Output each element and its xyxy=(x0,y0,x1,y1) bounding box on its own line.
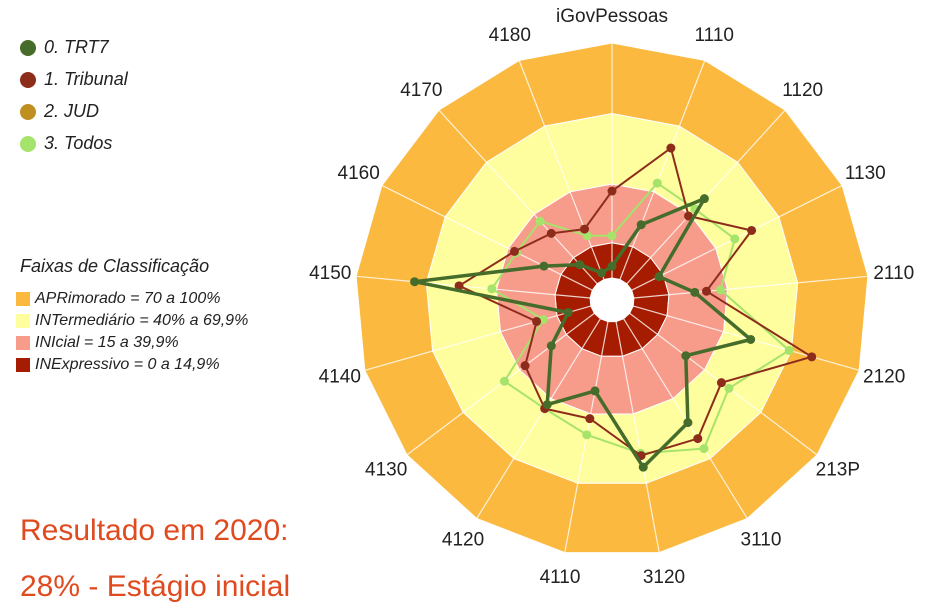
series-point xyxy=(542,400,552,410)
axis-label: 3110 xyxy=(741,530,782,551)
series-point xyxy=(607,261,617,271)
spoke xyxy=(476,318,601,519)
series-point xyxy=(487,284,497,294)
series-point xyxy=(580,224,590,234)
legend-label: 3. Todos xyxy=(44,133,112,153)
series-point xyxy=(636,220,646,230)
series-point xyxy=(699,444,709,454)
series-point xyxy=(652,178,662,188)
band-legend-marker xyxy=(16,314,30,328)
legend-marker xyxy=(20,104,36,120)
axis-label: 2110 xyxy=(873,263,914,284)
series-point xyxy=(690,287,700,297)
spoke xyxy=(406,312,595,456)
spoke xyxy=(356,275,591,299)
spoke xyxy=(438,109,598,285)
series-point xyxy=(520,361,530,371)
axis-label: 4150 xyxy=(309,263,351,284)
series-point xyxy=(654,272,664,282)
axis-label: 3120 xyxy=(643,567,685,588)
series-point xyxy=(585,414,595,424)
axis-label: 213P xyxy=(816,460,860,481)
series-point xyxy=(724,383,734,393)
band-legend-marker xyxy=(16,336,30,350)
series-point xyxy=(684,211,694,221)
annotation: 28% - Estágio inicial xyxy=(20,570,290,603)
legend-label: 0. TRT7 xyxy=(44,37,110,57)
spoke xyxy=(623,318,748,519)
series-line xyxy=(412,196,753,469)
series-point xyxy=(535,216,545,226)
series-point xyxy=(747,225,757,235)
spoke xyxy=(632,305,860,371)
spoke xyxy=(615,321,660,553)
band-legend-marker xyxy=(16,358,30,372)
series-point xyxy=(499,376,509,386)
series-point xyxy=(546,341,556,351)
axis-label: iGovPessoas xyxy=(556,6,668,27)
series-point xyxy=(607,231,617,241)
series-point xyxy=(590,386,600,396)
axis-label: 1130 xyxy=(845,163,886,184)
series-point xyxy=(638,462,648,472)
series-point xyxy=(715,285,725,295)
axis-label: 4120 xyxy=(442,530,484,551)
series-point xyxy=(683,418,693,428)
legend-label: 2. JUD xyxy=(43,101,99,121)
band-legend-marker xyxy=(16,292,30,306)
series-point xyxy=(666,143,676,153)
series-point xyxy=(546,228,556,238)
axis-label: 1120 xyxy=(782,80,823,101)
series-point xyxy=(807,352,817,362)
series-point xyxy=(410,277,420,287)
legend-marker xyxy=(20,40,36,56)
hole xyxy=(590,278,634,322)
axis-label: 4170 xyxy=(400,80,442,101)
series-point xyxy=(746,334,756,344)
annotation: Resultado em 2020: xyxy=(20,514,289,547)
bands-title: Faixas de Classificação xyxy=(20,256,209,276)
series-point xyxy=(716,378,726,388)
axis-label: 1110 xyxy=(695,25,734,46)
spoke xyxy=(381,184,593,291)
spoke xyxy=(633,275,868,299)
band-legend-label: INTermediário = 40% a 69,9% xyxy=(35,312,248,329)
axis-label: 4130 xyxy=(365,460,407,481)
axis-label: 4160 xyxy=(338,163,380,184)
series-point xyxy=(693,434,703,444)
axis-label: 2120 xyxy=(863,366,905,387)
legend-marker xyxy=(20,72,36,88)
series-point xyxy=(563,307,573,317)
axis-label: 4110 xyxy=(540,567,581,588)
series-point xyxy=(701,286,711,296)
band-legend-label: INIcial = 15 a 39,9% xyxy=(35,334,179,351)
series-point xyxy=(539,261,549,271)
series-point xyxy=(582,430,592,440)
series-point xyxy=(681,351,691,361)
series-point xyxy=(509,246,519,256)
band xyxy=(355,42,869,554)
axis-label: 4180 xyxy=(489,25,531,46)
series-point xyxy=(575,260,585,270)
legend-marker xyxy=(20,136,36,152)
series-point xyxy=(532,316,542,326)
band-legend-label: INExpressivo = 0 a 14,9% xyxy=(35,356,220,373)
series-point xyxy=(607,186,617,196)
axis-label: 4140 xyxy=(319,366,361,387)
series-point xyxy=(538,315,548,325)
series-point xyxy=(784,345,794,355)
series-point xyxy=(454,281,464,291)
spoke xyxy=(619,60,706,280)
spoke xyxy=(518,60,605,280)
series-point xyxy=(597,268,607,278)
legend-label: 1. Tribunal xyxy=(44,69,129,89)
series-line xyxy=(490,182,791,455)
series-point xyxy=(699,194,709,204)
series-point xyxy=(730,234,740,244)
spoke xyxy=(364,305,592,371)
band-legend-label: APRimorado = 70 a 100% xyxy=(34,290,220,307)
series-line xyxy=(458,147,813,457)
